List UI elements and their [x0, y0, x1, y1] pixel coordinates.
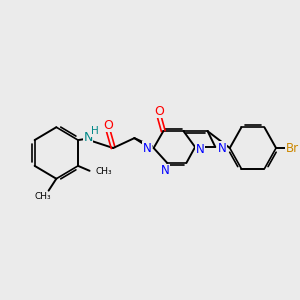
Text: N: N	[161, 164, 170, 177]
Text: Br: Br	[286, 142, 299, 154]
Text: N: N	[218, 142, 226, 154]
Text: O: O	[103, 119, 113, 132]
Text: CH₃: CH₃	[34, 192, 51, 201]
Text: H: H	[91, 126, 99, 136]
Text: N: N	[83, 130, 93, 144]
Text: N: N	[142, 142, 151, 154]
Text: N: N	[196, 142, 204, 155]
Text: O: O	[154, 105, 164, 118]
Text: CH₃: CH₃	[95, 167, 112, 176]
